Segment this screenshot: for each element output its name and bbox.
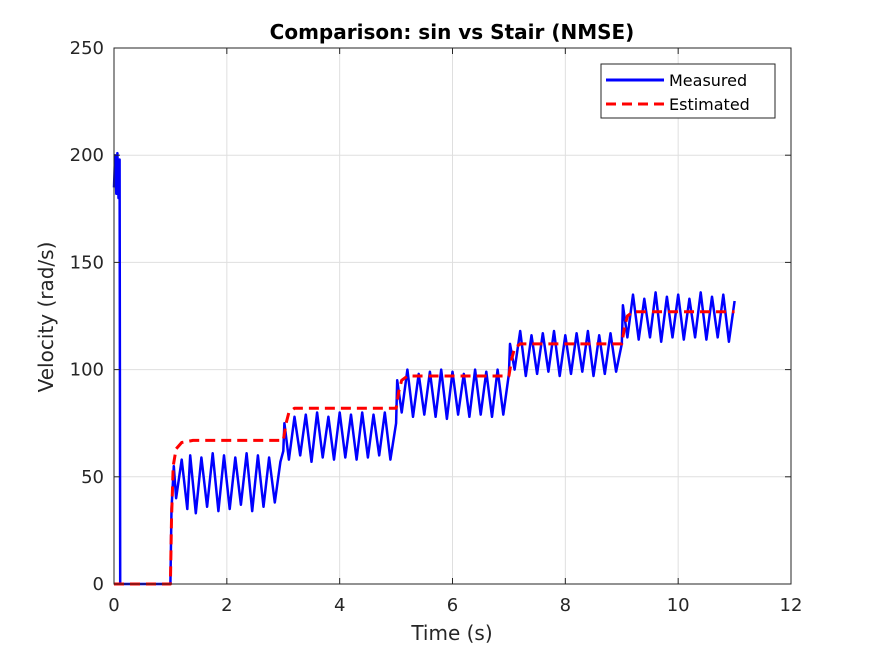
y-tick-label: 100 xyxy=(70,360,104,381)
x-tick-label: 6 xyxy=(447,595,458,616)
series-line-measured xyxy=(112,151,736,586)
y-tick-label: 200 xyxy=(70,145,104,166)
legend: Measured Estimated xyxy=(600,63,776,119)
y-tick-label: 250 xyxy=(70,38,104,59)
series-layer xyxy=(112,151,736,586)
x-tick-label: 0 xyxy=(108,595,119,616)
chart-title: Comparison: sin vs Stair (NMSE) xyxy=(270,20,635,44)
y-axis-title: Velocity (rad/s) xyxy=(34,242,58,393)
y-tick-label: 50 xyxy=(81,467,104,488)
x-tick-label: 2 xyxy=(221,595,232,616)
x-tick-label: 12 xyxy=(780,595,803,616)
x-tick-label: 4 xyxy=(334,595,345,616)
x-axis-title: Time (s) xyxy=(410,621,492,645)
legend-box xyxy=(600,63,776,119)
ticks: 0 2 4 6 8 10 12 0 50 100 150 200 250 xyxy=(70,38,803,616)
x-tick-label: 8 xyxy=(560,595,571,616)
x-tick-label: 10 xyxy=(667,595,690,616)
legend-estimated-label: Estimated xyxy=(669,95,750,114)
y-tick-label: 0 xyxy=(93,574,104,595)
legend-measured-label: Measured xyxy=(669,71,747,90)
y-tick-label: 150 xyxy=(70,252,104,273)
series-line-estimated xyxy=(114,310,735,586)
